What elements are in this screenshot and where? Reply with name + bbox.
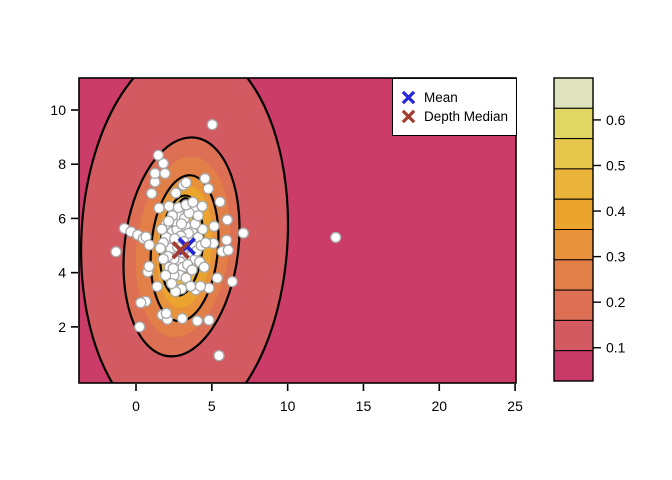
colorbar-segment: [553, 319, 594, 352]
data-point: [167, 262, 179, 275]
data-point: [198, 261, 210, 273]
colorbar-border: [553, 77, 594, 382]
data-point: [163, 200, 175, 212]
data-point: [197, 223, 209, 235]
data-point: [154, 242, 166, 254]
data-point: [157, 157, 169, 170]
colorbar-segment: [553, 289, 594, 321]
data-point: [149, 167, 161, 180]
data-point: [162, 215, 175, 227]
y-axis-tick-label: 6: [58, 210, 66, 226]
data-point: [330, 231, 342, 244]
data-point: [152, 149, 164, 161]
data-point: [145, 187, 158, 200]
data-point: [160, 307, 172, 319]
x-axis-tick-label: 10: [280, 398, 296, 414]
colorbar-segment: [553, 77, 594, 109]
mean-marker-icon: [401, 90, 416, 105]
data-point: [211, 272, 223, 284]
data-point: [192, 210, 204, 222]
plot-legend: Mean Depth Median: [392, 78, 517, 136]
data-point: [222, 244, 235, 256]
colorbar-segment: [553, 198, 594, 230]
colorbar-tick-label: 0.3: [606, 249, 626, 265]
data-point: [237, 227, 250, 239]
data-point: [221, 234, 233, 246]
colorbar-tick-label: 0.5: [606, 157, 626, 173]
data-point: [208, 220, 220, 232]
data-point: [159, 167, 171, 180]
data-point: [175, 218, 188, 230]
data-point: [153, 202, 165, 214]
colorbar-segment: [553, 168, 594, 200]
data-point: [194, 280, 207, 292]
data-point: [180, 176, 192, 189]
data-point: [159, 269, 172, 282]
legend-label-mean: Mean: [424, 90, 458, 105]
data-point: [196, 200, 208, 212]
data-point: [134, 321, 146, 333]
depth-median-marker: [171, 240, 190, 260]
y-axis-tick-label: 10: [50, 102, 66, 118]
colorbar-segment: [553, 229, 594, 261]
colorbar-segment: [553, 259, 594, 291]
x-axis-tick-label: 25: [507, 398, 523, 414]
legend-item-mean: Mean: [401, 89, 516, 106]
x-axis-tick-label: 15: [356, 398, 372, 414]
colorbar-tick-label: 0.4: [606, 203, 626, 219]
y-axis-tick-label: 2: [58, 319, 66, 335]
legend-item-depth-median: Depth Median: [401, 108, 516, 125]
data-point: [110, 246, 122, 258]
data-point: [202, 182, 214, 195]
data-point: [170, 187, 182, 199]
plot-border: [78, 77, 517, 384]
data-point: [143, 239, 156, 251]
y-axis-tick-label: 4: [58, 265, 66, 281]
colorbar-tick-label: 0.2: [606, 294, 626, 310]
data-point: [214, 196, 226, 208]
data-point: [191, 315, 203, 327]
x-axis-tick-label: 0: [132, 398, 140, 414]
data-point: [143, 260, 155, 273]
depth-median-marker-icon: [401, 109, 416, 124]
data-point: [151, 280, 163, 293]
data-point: [184, 280, 197, 292]
data-point: [203, 314, 215, 326]
y-axis-tick-label: 8: [58, 156, 66, 172]
x-axis-tick-label: 5: [208, 398, 216, 414]
data-point: [226, 275, 238, 288]
data-point: [156, 223, 168, 235]
data-point: [157, 253, 169, 265]
colorbar-tick-label: 0.1: [606, 340, 626, 356]
data-point: [200, 237, 212, 249]
data-point: [199, 172, 211, 185]
colorbar-tick-label: 0.6: [606, 112, 626, 128]
data-point: [187, 196, 199, 208]
data-point: [206, 118, 218, 131]
legend-label-depth-median: Depth Median: [424, 109, 509, 124]
data-point: [186, 264, 198, 276]
colorbar-segment: [553, 107, 594, 140]
data-point: [221, 214, 233, 226]
data-point: [165, 277, 178, 290]
colorbar-segment: [553, 350, 594, 382]
data-point: [176, 312, 188, 325]
data-point: [213, 349, 225, 362]
colorbar-segment: [553, 138, 594, 170]
data-point: [135, 297, 147, 309]
x-axis-tick-label: 20: [431, 398, 447, 414]
